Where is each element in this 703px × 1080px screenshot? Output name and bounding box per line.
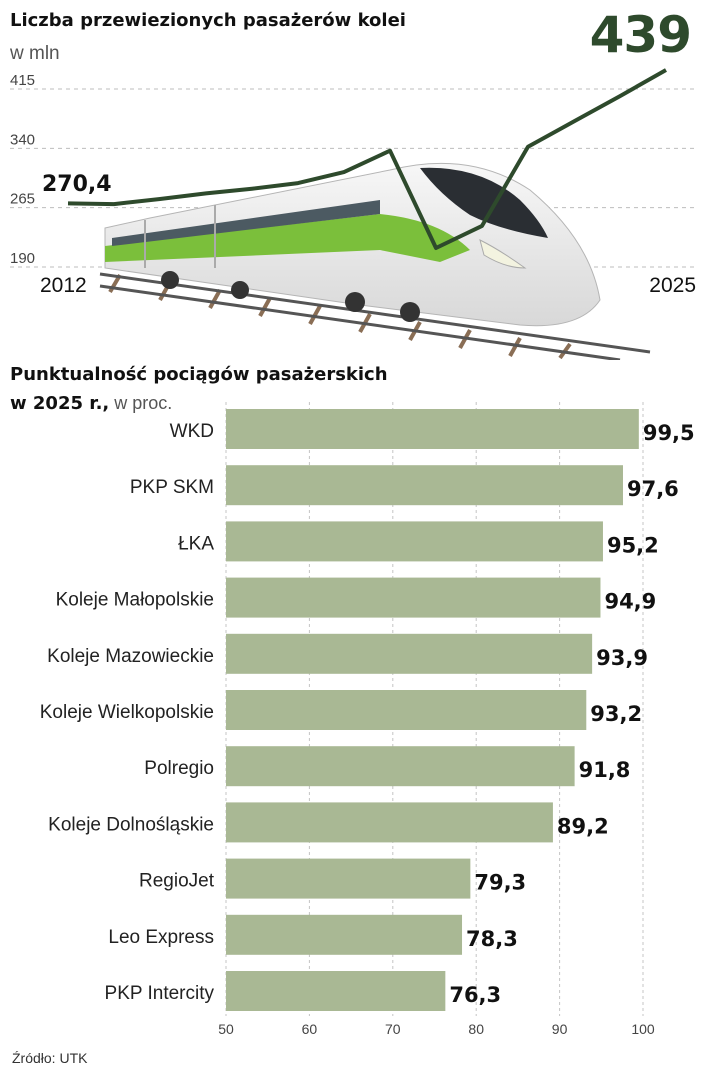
bar-value-label: 93,9 [596,646,648,670]
line-x-start-label: 2012 [40,274,87,297]
line-y-tick-label: 415 [10,72,35,89]
bar-x-tick-label: 60 [302,1021,318,1037]
bar [226,409,639,449]
bar-chart-x-tick-labels: 50 60 70 80 90 100 [218,1021,655,1037]
bar-category-label: ŁKA [178,533,214,554]
bar-x-tick-label: 80 [468,1021,484,1037]
bar-value-label: 76,3 [449,983,501,1007]
line-chart-unit: w mln [10,43,60,64]
line-chart: 415 340 265 190 270,4 2012 2025 [10,68,696,360]
bar-value-label: 91,8 [579,758,631,782]
line-y-tick-labels: 415 340 265 190 [10,72,35,267]
bar [226,746,575,787]
bar-value-label: 93,2 [590,702,642,726]
line-series-passengers [67,68,667,250]
bar-category-label: Koleje Małopolskie [56,590,214,611]
bar-value-label: 97,6 [627,477,679,501]
bar-category-label: Leo Express [108,927,214,948]
bar-category-label: WKD [170,421,214,442]
line-y-tick-label: 190 [10,250,35,267]
bar-x-tick-label: 90 [552,1021,568,1037]
line-x-end-label: 2025 [649,274,696,297]
bar [226,802,553,843]
bar-chart-subtitle-year: w 2025 r., [10,393,110,414]
bar-category-label: Koleje Dolnośląskie [48,814,214,835]
bar-chart-title: Punktualność pociągów pasażerskich [10,364,388,385]
bar-x-tick-label: 70 [385,1021,401,1037]
highlight-value-2025: 439 [589,6,692,64]
bar-x-tick-label: 100 [631,1021,655,1037]
bar-chart-subtitle-unit: w proc. [109,393,173,413]
bar-value-label: 79,3 [474,871,526,895]
bar [226,577,601,618]
bar-category-label: PKP Intercity [105,983,215,1004]
bar-x-tick-label: 50 [218,1021,234,1037]
bar [226,465,623,506]
line-y-tick-label: 340 [10,131,35,148]
bar-category-label: Koleje Wielkopolskie [40,702,214,723]
bar-chart-bars [226,409,639,1011]
bar-chart-subtitle: w 2025 r., w proc. [10,389,172,418]
bar-value-label: 99,5 [643,421,695,445]
bar [226,521,603,562]
bar-chart-category-labels: WKD PKP SKM ŁKA Koleje Małopolskie Koleje Ma… [40,421,215,1004]
bar-category-label: PKP SKM [130,477,214,498]
bar-value-label: 95,2 [607,533,659,557]
bar [226,633,593,674]
line-chart-title: Liczba przewiezionych pasażerów kolei [10,10,406,31]
bar-category-label: Polregio [144,758,214,779]
bar-value-label: 78,3 [466,927,518,951]
bar [226,858,471,899]
bar-category-label: RegioJet [139,871,215,892]
bar-category-label: Koleje Mazowieckie [47,646,214,667]
bar-value-label: 94,9 [604,590,656,614]
bar [226,914,463,955]
source-note: Źródło: UTK [12,1050,88,1066]
line-y-tick-label: 265 [10,191,35,208]
line-start-value-label: 270,4 [42,172,112,197]
bar-chart-value-labels: 99,5 97,6 95,2 94,9 93,9 93,2 91,8 89,2 79,3 78,3… [449,421,694,1007]
bar [226,971,446,1011]
bar-value-label: 89,2 [557,814,609,838]
bar [226,690,587,730]
train-illustration [99,162,651,360]
